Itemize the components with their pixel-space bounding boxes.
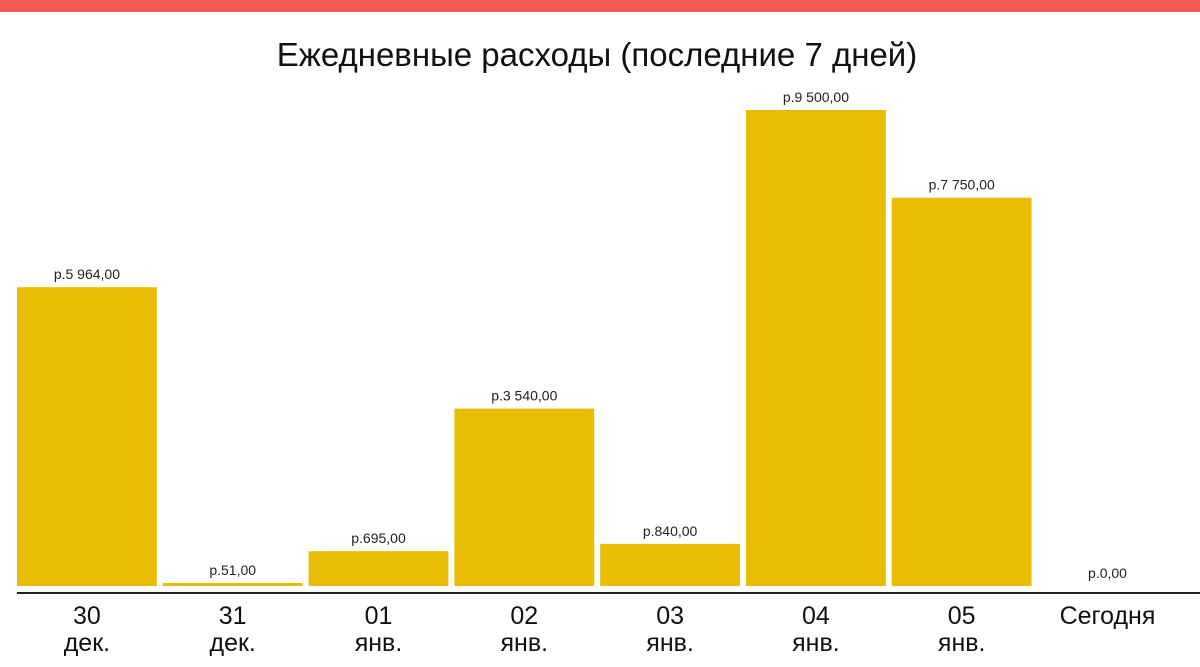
chart-title: Ежедневные расходы (последние 7 дней) [277,36,917,73]
value-label-3: р.3 540,00 [491,388,557,404]
bars-layer [17,110,1032,586]
x-tick-sublabel-4: янв. [646,629,694,657]
value-label-6: р.7 750,00 [929,177,995,193]
bar-1 [162,583,303,586]
x-tick-label-5: 04 [802,602,830,630]
x-tick-label-3: 02 [510,602,538,630]
value-label-0: р.5 964,00 [54,266,120,282]
x-tick-sublabel-1: дек. [210,629,256,657]
x-tick-sublabel-2: янв. [355,629,403,657]
bar-3 [454,408,595,586]
bar-2 [308,551,449,586]
bar-4 [600,543,740,586]
x-tick-label-2: 01 [365,602,393,630]
x-tick-label-4: 03 [656,602,684,630]
x-tick-labels-layer: 30дек.31дек.01янв.02янв.03янв.04янв.05ян… [64,602,1156,657]
x-tick-label-1: 31 [219,602,247,630]
x-tick-sublabel-3: янв. [501,629,549,657]
value-label-4: р.840,00 [643,523,698,539]
x-tick-sublabel-6: янв. [938,629,986,657]
x-tick-label-0: 30 [73,602,101,630]
bar-5 [746,110,886,586]
top-accent-strip [0,0,1200,12]
value-label-5: р.9 500,00 [783,89,849,105]
value-label-7: р.0,00 [1088,565,1127,581]
bar-6 [891,197,1032,586]
x-tick-label-6: 05 [948,602,976,630]
x-tick-label-7: Сегодня [1060,602,1156,630]
bar-0 [17,287,157,586]
x-tick-sublabel-0: дек. [64,629,110,657]
x-tick-sublabel-5: янв. [792,629,840,657]
value-label-2: р.695,00 [351,530,406,546]
value-labels-layer: р.5 964,00 р.51,00 р.695,00 р.3 540,00 р.840… [54,89,1127,581]
value-label-1: р.51,00 [209,562,256,578]
